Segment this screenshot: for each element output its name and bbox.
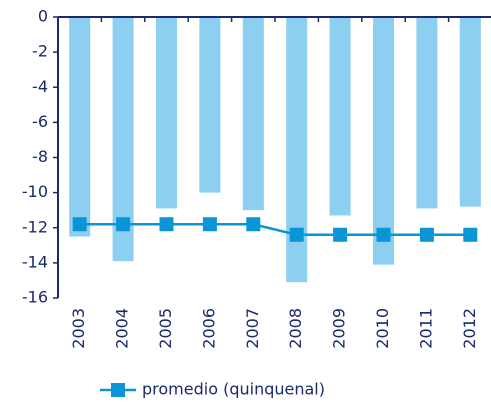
y-tick-label: -8 — [32, 147, 48, 166]
marker — [376, 227, 391, 242]
x-tick-label: 2009 — [330, 308, 349, 349]
line — [79, 222, 471, 237]
y-tick-label: -2 — [32, 42, 48, 61]
x-tick-label: 2010 — [373, 308, 392, 349]
legend-marker — [111, 383, 125, 397]
marker — [116, 217, 131, 232]
marker — [202, 217, 217, 232]
x-tick-label: 2011 — [416, 308, 435, 349]
y-tick-label: -10 — [22, 182, 48, 201]
y-tick-label: -6 — [32, 112, 48, 131]
bar — [69, 17, 91, 237]
marker — [246, 217, 261, 232]
bar — [199, 17, 221, 193]
bar — [112, 17, 134, 262]
x-tick-label: 2004 — [113, 308, 132, 349]
y-tick-label: -12 — [22, 217, 48, 236]
bar — [286, 17, 308, 283]
y-tick-label: -4 — [32, 77, 48, 96]
marker — [333, 227, 348, 242]
x-tick-label: 2003 — [69, 308, 88, 349]
marker — [463, 227, 478, 242]
marker — [72, 217, 87, 232]
legend-label: promedio (quinquenal) — [142, 380, 325, 399]
x-tick-label: 2012 — [460, 308, 479, 349]
bar — [242, 17, 264, 211]
bar — [416, 17, 438, 209]
marker — [159, 217, 174, 232]
marker — [419, 227, 434, 242]
x-tick-label: 2006 — [199, 308, 218, 349]
x-tick-label: 2008 — [286, 308, 305, 349]
bar — [373, 17, 394, 265]
y-tick-label: -14 — [22, 252, 48, 271]
y-tick-label: 0 — [38, 7, 48, 26]
y-tick-label: -16 — [22, 288, 48, 307]
bar — [329, 17, 351, 216]
x-tick-label: 2005 — [156, 308, 175, 349]
bar — [156, 17, 177, 209]
x-tick-label: 2007 — [243, 308, 262, 349]
bar — [459, 17, 481, 207]
marker — [289, 227, 304, 242]
